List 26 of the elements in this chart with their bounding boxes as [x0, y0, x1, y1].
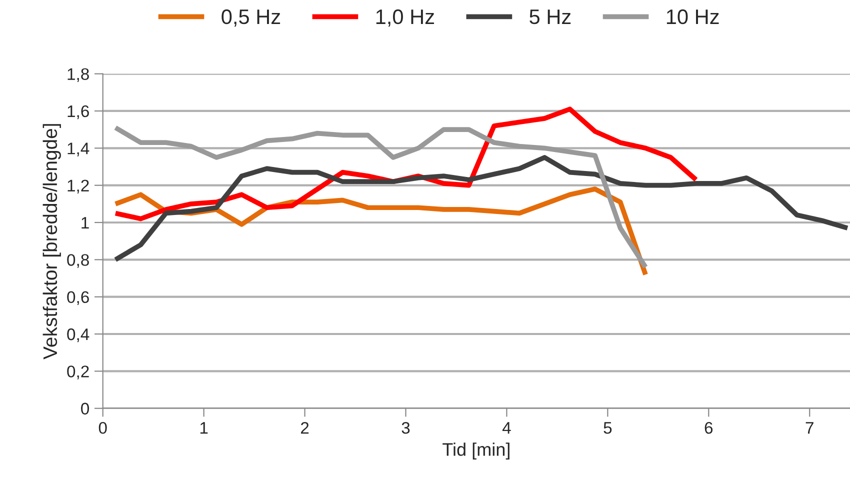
line-series [113, 125, 648, 270]
legend-label: 10 Hz [666, 9, 719, 24]
x-tick-label: 5 [604, 422, 612, 434]
y-tick-label: 0,6 [67, 291, 89, 306]
x-tick-label: 1 [200, 422, 208, 434]
legend-label: 1,0 Hz [376, 9, 434, 27]
y-tick-label: 1,6 [68, 105, 89, 120]
y-tick-label: 1,4 [68, 142, 90, 156]
x-tick-label: 0 [98, 422, 107, 434]
y-tick-label: 0,8 [67, 254, 89, 268]
y-tick-label: 0,4 [67, 328, 90, 342]
x-tick-label: 3 [402, 422, 410, 434]
legend-label: 0,5 Hz [222, 9, 280, 27]
x-tick-label: 4 [502, 422, 511, 434]
x-tick-label: 2 [300, 422, 309, 434]
legend-label: 5 Hz [530, 10, 571, 24]
x-tick-label: 7 [806, 422, 814, 434]
line-series [113, 155, 850, 262]
x-tick-label: 6 [704, 422, 713, 434]
y-tick-label: 1,2 [68, 180, 89, 194]
y-tick-label: 0,2 [67, 366, 89, 380]
y-tick-label: 1,8 [68, 68, 89, 82]
y-tick-label: 0 [81, 402, 90, 415]
x-axis-title: Tid [min] [442, 442, 510, 460]
y-axis-title: Vekstfaktor [bredde/lengde] [42, 124, 61, 360]
y-tick-label: 1 [82, 217, 89, 229]
